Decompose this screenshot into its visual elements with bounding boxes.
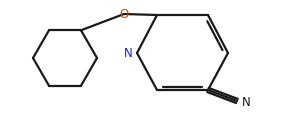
Text: O: O [119, 7, 129, 20]
Text: N: N [242, 96, 250, 109]
Text: N: N [124, 47, 133, 60]
